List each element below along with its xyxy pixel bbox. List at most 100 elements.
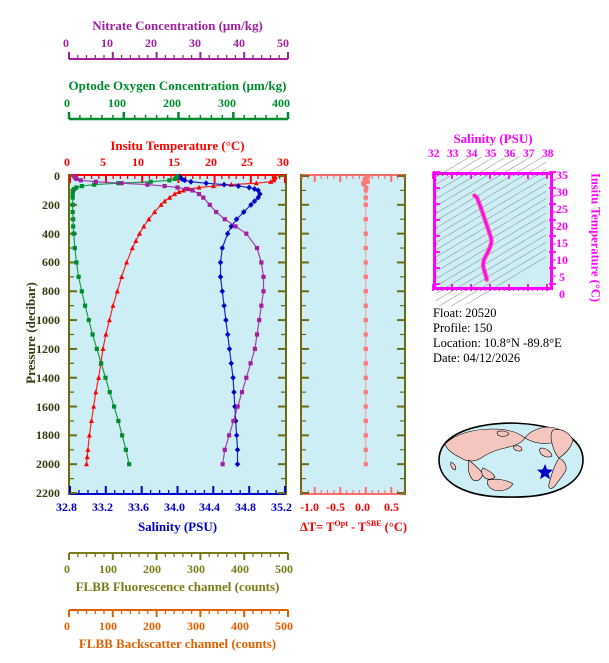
nitrate-axis-line	[68, 52, 289, 60]
temperature-axis-title: Insitu Temperature (°C)	[110, 138, 245, 153]
temperature-tick-1: 5	[100, 155, 106, 169]
delta-t-title-part3: (°C)	[381, 520, 408, 535]
temperature-axis-ticklabels: 0 5 10 15 20 25 30	[64, 155, 289, 169]
oxygen-axis-ticklabels: 0 100 200 300 400	[64, 96, 290, 110]
pressure-tick-4: 800	[42, 284, 60, 299]
oxygen-tick-3: 300	[218, 96, 236, 110]
pressure-tick-11: 2200	[36, 486, 60, 500]
ts-temperature-tick-2: 25	[556, 202, 568, 216]
ts-temperature-tick-3: 20	[556, 219, 568, 233]
ts-temperature-ticklabels: 35 30 25 20 15 10 5 0	[556, 166, 578, 301]
nitrate-tick-5: 50	[277, 36, 289, 50]
salinity-axis-title: Salinity (PSU)	[137, 519, 218, 534]
fluorescence-tick-1: 100	[99, 562, 117, 576]
ts-temperature-tick-7: 0	[559, 287, 565, 301]
ts-axis-ticks	[432, 171, 556, 291]
fluorescence-tick-0: 0	[64, 562, 70, 576]
main-profile-plot[interactable]	[68, 173, 287, 495]
pressure-tick-1: 200	[42, 197, 60, 212]
pressure-tick-9: 1800	[36, 428, 60, 443]
salinity-tick-1: 33.2	[92, 500, 113, 514]
float-value: 20520	[465, 306, 497, 320]
backscatter-axis-line	[68, 609, 289, 617]
delta-t-right-border	[404, 174, 406, 495]
delta-t-plot[interactable]	[300, 174, 406, 495]
pressure-axis-border-right	[285, 174, 287, 495]
salinity-axis-ticklabels: 32.8 33.2 33.6 34.0 34.4 34.8 35.2	[56, 500, 292, 514]
delta-t-ticks	[301, 175, 405, 494]
backscatter-axis-title: FLBB Backscatter channel (counts)	[78, 636, 277, 651]
pressure-tick-3: 600	[42, 255, 60, 270]
nitrate-axis-title: Nitrate Concentration (μm/kg)	[92, 18, 263, 33]
ts-temperature-axis-title: Insitu Temperature (°C)	[588, 172, 603, 303]
temperature-tick-6: 30	[277, 155, 289, 169]
pressure-axis-title: Pressure (decibar)	[23, 282, 38, 384]
salinity-tick-0: 32.8	[56, 500, 77, 514]
delta-t-tick-1: -0.5	[326, 500, 345, 514]
ts-temperature-tick-4: 15	[556, 236, 568, 250]
salinity-tick-3: 34.0	[164, 500, 185, 514]
delta-t-axis-title: ΔT= TOpt - TSBE (°C)	[288, 519, 419, 535]
ts-salinity-tick-6: 38	[542, 148, 554, 160]
nitrate-axis-ticklabels: 0 10 20 30 40 50	[63, 36, 289, 50]
salinity-tick-2: 33.6	[128, 500, 149, 514]
delta-t-title-sup-opt: Opt	[334, 519, 348, 528]
profile-value: 150	[473, 321, 493, 335]
metadata-profile-row: Profile: 150	[433, 321, 562, 336]
delta-t-curve	[361, 174, 371, 467]
fluorescence-tick-4: 400	[231, 562, 249, 576]
ts-salinity-tick-5: 37	[523, 148, 535, 160]
oxygen-tick-0: 0	[64, 96, 70, 110]
ts-temperature-tick-5: 10	[556, 253, 568, 267]
ts-temperature-tick-6: 5	[559, 270, 565, 284]
date-label: Date:	[433, 351, 461, 365]
nitrate-tick-0: 0	[63, 36, 69, 50]
delta-t-tick-0: -1.0	[300, 500, 319, 514]
ts-temperature-tick-1: 30	[556, 185, 568, 199]
fluorescence-axis-line	[68, 552, 289, 560]
location-label: Location:	[433, 336, 481, 350]
nitrate-tick-4: 40	[233, 36, 245, 50]
backscatter-tick-5: 500	[275, 619, 293, 633]
salinity-tick-6: 35.2	[271, 500, 292, 514]
backscatter-tick-4: 400	[231, 619, 249, 633]
fluorescence-axis-ticklabels: 0 100 200 300 400 500	[64, 562, 293, 576]
fluorescence-axis-title: FLBB Fluorescence channel (counts)	[75, 579, 280, 594]
ts-salinity-tick-2: 34	[466, 148, 478, 160]
pressure-tick-8: 1600	[36, 399, 60, 414]
delta-t-title-part2: - T	[347, 520, 367, 535]
temperature-tick-5: 25	[241, 155, 253, 169]
metadata-location-row: Location: 10.8°N -89.8°E	[433, 336, 562, 351]
pressure-axis-border-left	[68, 174, 70, 495]
oxygen-tick-1: 100	[108, 96, 126, 110]
backscatter-tick-3: 300	[187, 619, 205, 633]
backscatter-axis-ticklabels: 0 100 200 300 400 500	[64, 619, 293, 633]
temperature-tick-2: 10	[132, 155, 144, 169]
metadata-block: Float: 20520 Profile: 150 Location: 10.8…	[433, 306, 562, 366]
delta-t-title-part1: ΔT= T	[299, 520, 335, 535]
delta-t-tick-2: 0.0	[355, 500, 370, 514]
metadata-float-row: Float: 20520	[433, 306, 562, 321]
ts-salinity-tick-4: 36	[504, 148, 516, 160]
metadata-date-row: Date: 04/12/2026	[433, 351, 562, 366]
pressure-tick-0: 0	[54, 169, 60, 183]
pressure-tick-5: 1000	[36, 313, 60, 328]
salinity-tick-5: 34.8	[235, 500, 256, 514]
oxygen-axis-title: Optode Oxygen Concentration (μm/kg)	[68, 78, 287, 93]
fluorescence-tick-2: 200	[143, 562, 161, 576]
delta-t-left-border	[300, 174, 302, 495]
map-landmasses	[444, 426, 574, 492]
pressure-tick-10: 2000	[36, 457, 60, 472]
backscatter-tick-0: 0	[64, 619, 70, 633]
nitrate-tick-2: 20	[145, 36, 157, 50]
date-value: 04/12/2026	[463, 351, 521, 365]
fluorescence-tick-3: 300	[187, 562, 205, 576]
delta-t-title-sup-sbe: SBE	[366, 519, 382, 528]
temperature-tick-4: 20	[205, 155, 217, 169]
pressure-tick-6: 1200	[36, 341, 60, 356]
profile-label: Profile:	[433, 321, 471, 335]
ts-salinity-tick-0: 32	[428, 148, 440, 160]
delta-t-tick-3: 0.5	[384, 500, 399, 514]
nitrate-tick-1: 10	[101, 36, 113, 50]
world-map[interactable]	[425, 410, 597, 510]
